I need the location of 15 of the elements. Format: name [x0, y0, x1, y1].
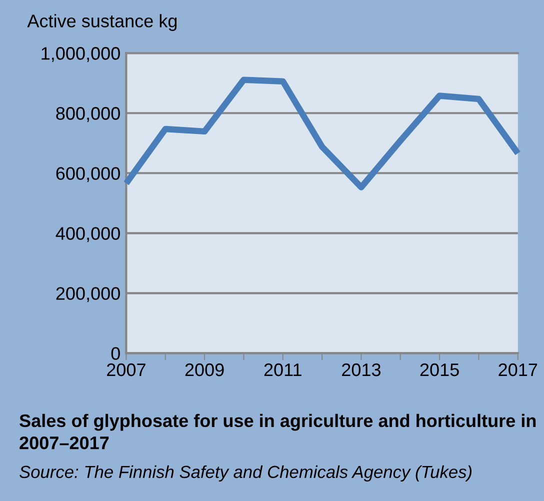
- x-tick-label: 2015: [420, 363, 459, 376]
- y-tick-label: 0: [111, 347, 120, 360]
- y-tick-label: 600,000: [56, 167, 120, 182]
- source-note: Source: The Finnish Safety and Chemicals Agency (Tukes): [20, 465, 472, 482]
- x-tick-label: 2009: [185, 363, 224, 376]
- y-tick-label: 800,000: [56, 107, 120, 122]
- text: Sales of glyphosate for use in agriculture and horticulture in 2007–2017: [20, 414, 536, 450]
- x-tick-label: 2007: [107, 363, 146, 376]
- y-tick-label: 400,000: [56, 227, 120, 242]
- y-tick-label: 200,000: [56, 287, 120, 302]
- y-axis-title: Active sustance kg: [27, 14, 177, 31]
- x-tick-label: 2013: [342, 363, 381, 376]
- y-tick-label: 1,000,000: [42, 47, 120, 62]
- x-tick-label: 2017: [498, 363, 538, 376]
- x-tick-label: 2011: [264, 363, 302, 376]
